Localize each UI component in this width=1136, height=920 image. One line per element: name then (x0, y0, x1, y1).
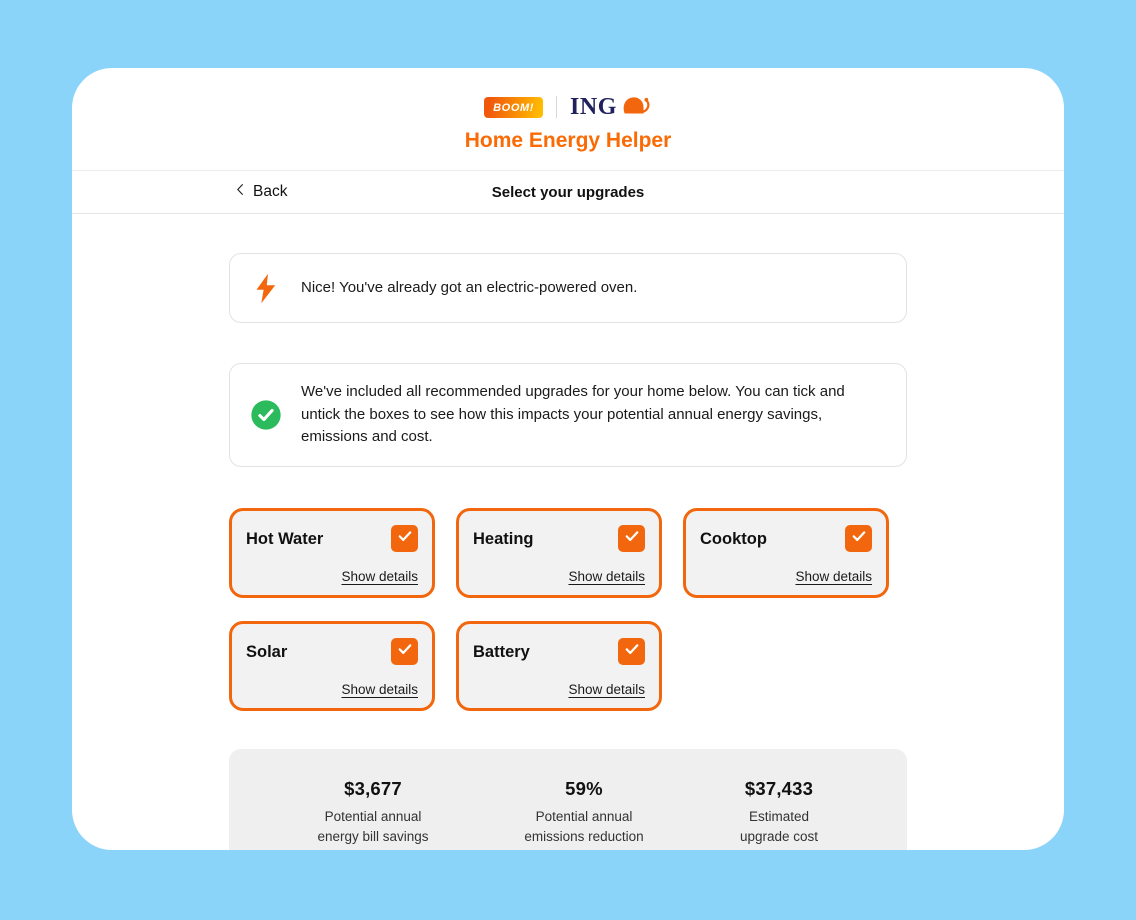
summary-panel: $3,677 Potential annual energy bill savi… (229, 748, 907, 851)
upgrade-label: Heating (473, 529, 534, 548)
logo-divider (556, 96, 558, 118)
heating-show-details-link[interactable]: Show details (568, 568, 645, 584)
stat-value: 59% (565, 777, 603, 799)
upgrade-label: Solar (246, 642, 288, 661)
upgrade-label: Hot Water (246, 529, 324, 548)
checkmark-icon (850, 527, 868, 550)
battery-show-details-link[interactable]: Show details (568, 681, 645, 697)
battery-checkbox[interactable] (618, 637, 645, 665)
solar-show-details-link[interactable]: Show details (341, 681, 418, 697)
app-header: BOOM! ING Home Energy Helper (72, 68, 1064, 153)
upgrade-label: Cooktop (700, 529, 767, 548)
back-button[interactable]: Back (234, 171, 287, 213)
checkmark-icon (623, 640, 641, 663)
upgrade-card-battery: Battery Show details (456, 620, 662, 711)
stat-value: $3,677 (344, 777, 402, 799)
chevron-left-icon (234, 182, 247, 202)
stat-value: $37,433 (744, 777, 814, 799)
stat-emissions-reduction: 59% Potential annual emissions reduction (513, 778, 655, 851)
check-circle-icon (250, 399, 282, 431)
checkmark-icon (396, 527, 414, 550)
checkmark-icon (396, 640, 414, 663)
notice-recommended-upgrades: We've included all recommended upgrades … (229, 363, 907, 467)
logo-row: BOOM! ING (72, 94, 1064, 120)
upgrade-label: Battery (473, 642, 530, 661)
stat-upgrade-cost: $37,433 Estimated upgrade cost (729, 778, 829, 851)
lightning-bolt-icon (250, 272, 282, 305)
upgrade-grid: Hot Water Show details Heating Show deta… (229, 507, 907, 711)
solar-checkbox[interactable] (391, 637, 418, 665)
notice-electric-oven: Nice! You've already got an electric-pow… (229, 253, 907, 323)
main-content: Nice! You've already got an electric-pow… (229, 253, 907, 850)
nav-bar: Back Select your upgrades (72, 170, 1064, 214)
checkmark-icon (623, 527, 641, 550)
upgrade-card-solar: Solar Show details (229, 620, 435, 711)
cooktop-checkbox[interactable] (845, 524, 872, 552)
stat-energy-bill-savings: $3,677 Potential annual energy bill savi… (307, 778, 439, 851)
stat-label: Estimated upgrade cost (739, 808, 819, 845)
back-label: Back (253, 183, 288, 200)
page-title: Home Energy Helper (464, 129, 672, 152)
hot-water-checkbox[interactable] (391, 524, 418, 552)
cooktop-show-details-link[interactable]: Show details (795, 568, 872, 584)
stat-label: Potential annual emissions reduction (524, 808, 644, 845)
notice-text: Nice! You've already got an electric-pow… (301, 278, 638, 296)
ing-logo: ING (570, 93, 652, 122)
app-window: BOOM! ING Home Energy Helper (72, 68, 1064, 850)
boom-logo: BOOM! (484, 96, 544, 118)
upgrade-card-heating: Heating Show details (456, 507, 662, 598)
nav-title: Select your upgrades (491, 183, 645, 201)
stat-label: Potential annual energy bill savings (317, 808, 429, 845)
heating-checkbox[interactable] (618, 524, 645, 552)
notice-text: We've included all recommended upgrades … (301, 383, 845, 445)
hot-water-show-details-link[interactable]: Show details (341, 568, 418, 584)
ing-wordmark: ING (570, 93, 617, 120)
ing-lion-icon (620, 93, 652, 122)
upgrade-card-hot-water: Hot Water Show details (229, 507, 435, 598)
upgrade-card-cooktop: Cooktop Show details (683, 507, 889, 598)
